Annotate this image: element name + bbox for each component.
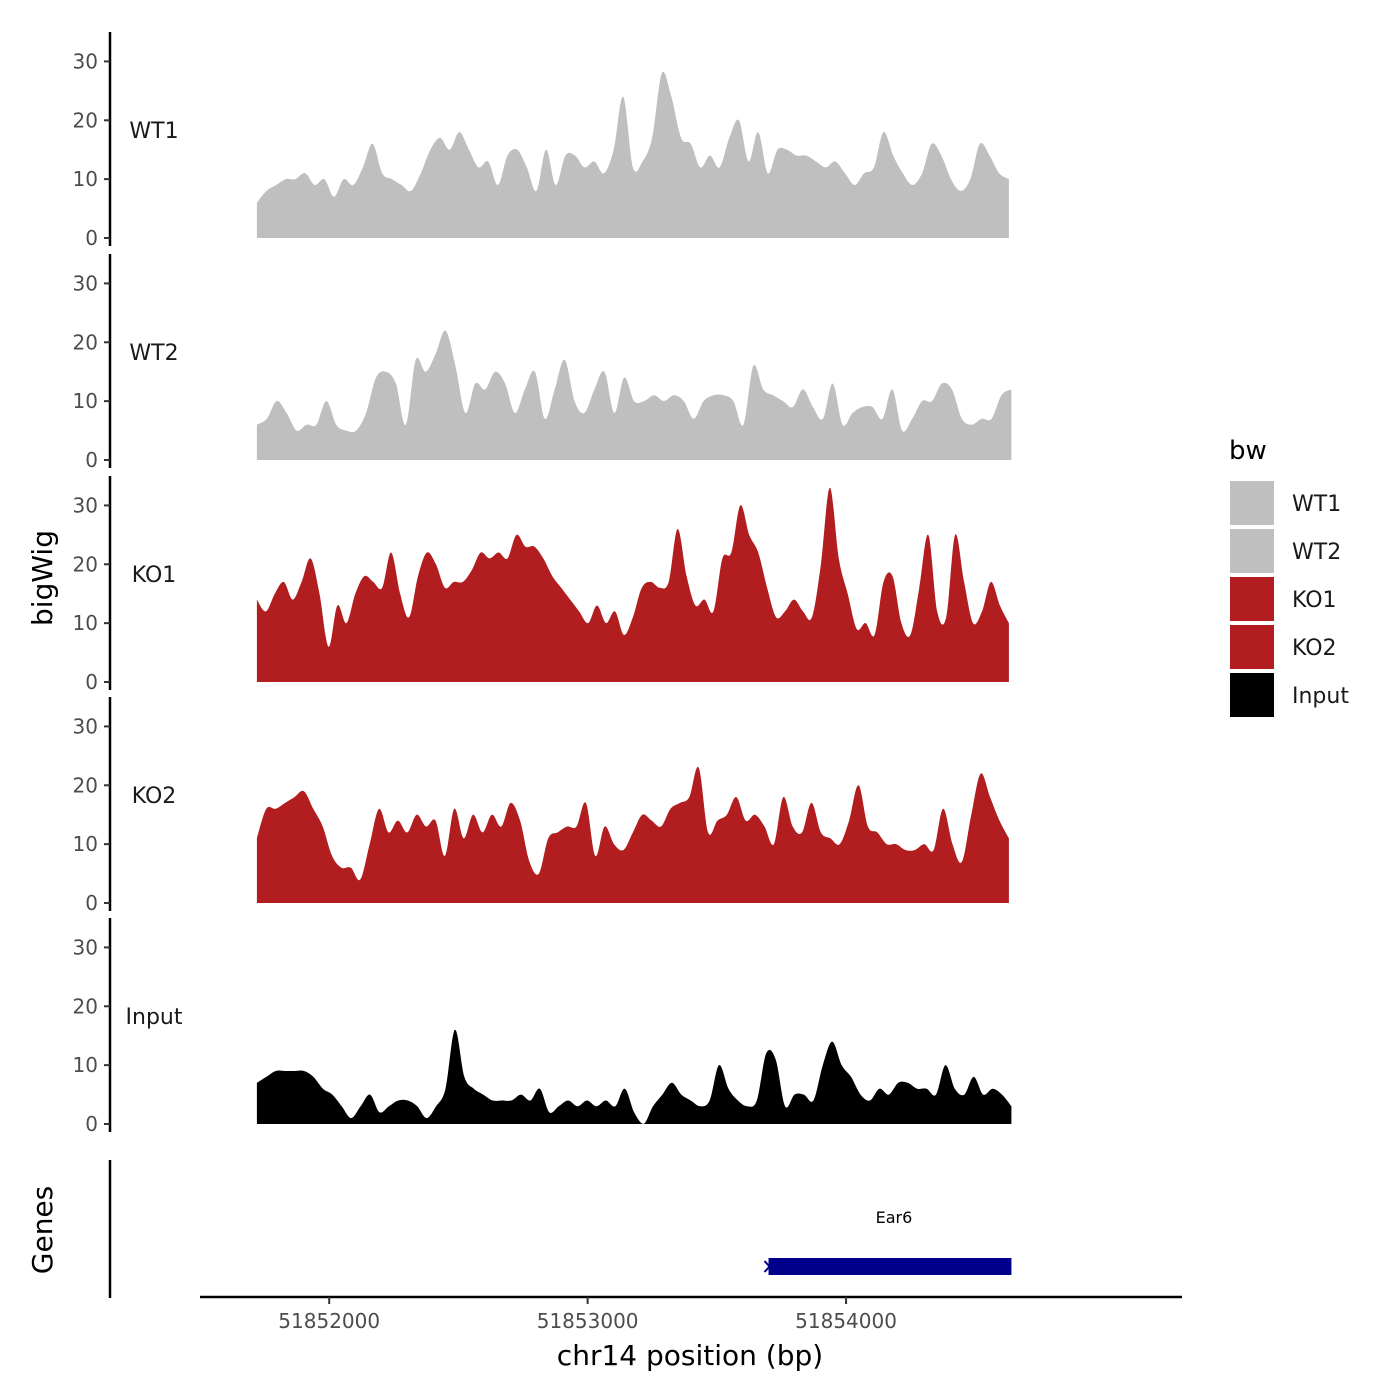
track-panels: 0 10 20 30 WT1 0 10 20 30 WT2 0 10 20 30 KO1 0 10 20 30 KO2… bbox=[73, 32, 1012, 1136]
gene-label: Ear6 bbox=[876, 1208, 913, 1227]
panel-wt2: 0 10 20 30 WT2 bbox=[73, 254, 1012, 472]
y-tick-label: 20 bbox=[73, 330, 98, 354]
area-wt2 bbox=[256, 330, 1012, 460]
track-label-input: Input bbox=[126, 1005, 183, 1030]
legend-label-input: Input bbox=[1292, 684, 1349, 709]
area-ko1 bbox=[256, 487, 1009, 682]
y-tick-label: 10 bbox=[73, 389, 98, 413]
area-ko2 bbox=[256, 766, 1009, 903]
legend-key-input bbox=[1230, 673, 1274, 717]
y-tick-label: 10 bbox=[73, 611, 98, 635]
x-axis: 51852000 51853000 51854000 bbox=[200, 1295, 1182, 1333]
panel-input: 0 10 20 30 Input bbox=[73, 918, 1012, 1136]
legend-title: bw bbox=[1229, 436, 1267, 466]
legend-label-ko1: KO1 bbox=[1292, 588, 1337, 613]
gene-strand-marker bbox=[763, 1260, 776, 1273]
track-label-ko1: KO1 bbox=[132, 563, 177, 588]
y-tick-label: 30 bbox=[73, 493, 98, 517]
y-tick-label: 10 bbox=[73, 167, 98, 191]
y-tick-label: 20 bbox=[73, 773, 98, 797]
panel-ko2: 0 10 20 30 KO2 bbox=[73, 697, 1009, 915]
x-tick-label: 51854000 bbox=[795, 1309, 897, 1333]
legend-key-ko1 bbox=[1230, 577, 1274, 621]
y-tick-label: 20 bbox=[73, 994, 98, 1018]
legend-label-wt1: WT1 bbox=[1292, 492, 1341, 517]
legend-key-wt2 bbox=[1230, 529, 1274, 573]
panel-ko1: 0 10 20 30 KO1 bbox=[73, 476, 1009, 694]
track-label-wt2: WT2 bbox=[129, 341, 178, 366]
legend-key-ko2 bbox=[1230, 625, 1274, 669]
panel-wt1: 0 10 20 30 WT1 bbox=[73, 32, 1009, 250]
legend-label-ko2: KO2 bbox=[1292, 636, 1337, 661]
y-tick-label: 30 bbox=[73, 714, 98, 738]
gene-body-ear6 bbox=[768, 1258, 1012, 1275]
y-tick-label: 0 bbox=[85, 226, 98, 250]
area-input bbox=[256, 1029, 1012, 1124]
track-label-wt1: WT1 bbox=[129, 119, 178, 144]
y-tick-label: 30 bbox=[73, 935, 98, 959]
x-axis-title: chr14 position (bp) bbox=[557, 1339, 823, 1372]
y-tick-label: 0 bbox=[85, 670, 98, 694]
track-label-ko2: KO2 bbox=[132, 784, 177, 809]
y-tick-label: 20 bbox=[73, 108, 98, 132]
y-tick-label: 10 bbox=[73, 1053, 98, 1077]
legend: bw WT1 WT2 KO1 KO2 Input bbox=[1229, 436, 1349, 717]
legend-key-wt1 bbox=[1230, 481, 1274, 525]
y-tick-label: 0 bbox=[85, 1112, 98, 1136]
y-tick-label: 0 bbox=[85, 448, 98, 472]
y-tick-label: 30 bbox=[73, 271, 98, 295]
y-tick-label: 30 bbox=[73, 49, 98, 73]
x-tick-label: 51853000 bbox=[537, 1309, 639, 1333]
y-axis-title: bigWig bbox=[26, 530, 59, 626]
gene-track: Ear6 bbox=[108, 1160, 1012, 1298]
area-wt1 bbox=[256, 71, 1009, 239]
y-tick-label: 0 bbox=[85, 891, 98, 915]
y-tick-label: 20 bbox=[73, 552, 98, 576]
genes-track-title: Genes bbox=[26, 1186, 59, 1274]
legend-label-wt2: WT2 bbox=[1292, 540, 1341, 565]
x-tick-label: 51852000 bbox=[278, 1309, 380, 1333]
y-tick-label: 10 bbox=[73, 832, 98, 856]
